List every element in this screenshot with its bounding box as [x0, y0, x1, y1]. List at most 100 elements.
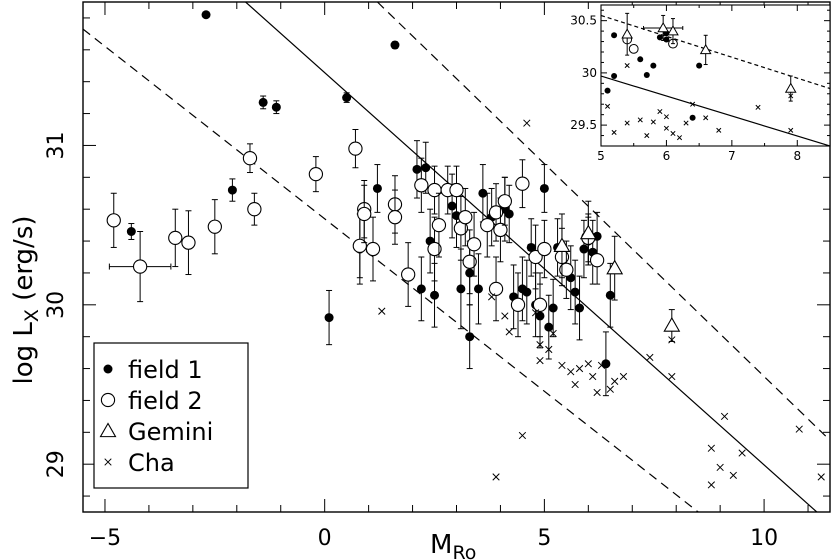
- cross-marker: [487, 293, 496, 301]
- filled-circle-marker: [258, 97, 268, 107]
- open-circle-marker: [414, 178, 429, 193]
- cross-marker: [788, 93, 794, 99]
- cross-marker: [668, 336, 676, 344]
- dashed-line: [376, 2, 830, 441]
- x-tick-label: 8: [793, 149, 801, 163]
- x-tick-label: 0: [318, 526, 332, 551]
- cross-marker: [611, 377, 619, 385]
- filled-circle-marker: [456, 284, 466, 294]
- x-tick-label: 5: [597, 149, 605, 163]
- cross-marker: [663, 125, 669, 131]
- legend-entry: Gemini: [99, 418, 213, 446]
- x-tick-label: −5: [89, 526, 121, 551]
- cross-marker: [683, 120, 689, 126]
- cross-marker: [738, 449, 746, 457]
- solid-line: [601, 75, 830, 146]
- triangle-marker: [579, 224, 597, 240]
- cross-marker: [584, 360, 592, 368]
- y-tick-label: 29: [44, 450, 69, 478]
- filled-circle-marker: [504, 209, 514, 219]
- cross-marker: [527, 243, 535, 252]
- legend: field 1 field 2 Gemini Cha: [93, 342, 249, 489]
- open-circle-marker: [387, 210, 403, 225]
- y-tick-label: 30.5: [570, 14, 597, 28]
- filled-circle-marker: [637, 56, 644, 63]
- legend-box: [93, 342, 249, 489]
- open-circle-marker: [628, 43, 639, 54]
- cross-marker: [606, 385, 614, 393]
- x-tick-label: 7: [728, 149, 736, 163]
- cross-marker: [624, 63, 630, 69]
- cross-marker: [518, 431, 527, 440]
- filled-circle-marker: [447, 201, 457, 211]
- dashed-line: [83, 28, 699, 512]
- cross-marker: [505, 328, 513, 336]
- open-circle-marker: [132, 259, 148, 274]
- inset-plot: 5 6 7 8 29.5 30 30.5: [570, 4, 831, 163]
- filled-circle-marker: [579, 244, 589, 254]
- filled-circle-marker: [663, 36, 670, 43]
- filled-circle-marker: [372, 183, 382, 193]
- cross-marker: [558, 361, 566, 370]
- filled-circle-marker: [478, 188, 488, 198]
- x-tick-label: 6: [663, 149, 671, 163]
- filled-circle-marker: [126, 227, 136, 236]
- cross-marker: [523, 119, 531, 127]
- y-tick-label: 30: [582, 66, 597, 80]
- open-circle-marker: [401, 267, 416, 282]
- cross-marker: [593, 388, 601, 397]
- cross-marker: [716, 127, 722, 133]
- filled-circle-marker: [544, 322, 554, 332]
- open-circle-marker: [181, 235, 196, 250]
- open-circle-marker: [462, 254, 477, 269]
- open-circle-marker: [510, 297, 526, 312]
- open-circle-marker: [247, 202, 262, 217]
- triangle-marker: [553, 237, 571, 253]
- cross-marker: [646, 353, 654, 362]
- cross-marker: [567, 368, 575, 376]
- filled-circle-marker: [696, 62, 703, 69]
- cross-marker: [690, 101, 696, 107]
- open-circle-marker: [515, 176, 530, 191]
- open-circle-marker: [528, 249, 543, 265]
- open-circle-marker: [348, 141, 363, 156]
- open-circle-marker: [537, 241, 552, 257]
- cross-marker: [716, 463, 724, 472]
- filled-circle-marker: [601, 359, 611, 369]
- open-circle-marker: [357, 206, 372, 222]
- legend-label: Gemini: [128, 418, 213, 446]
- series-field-2: [106, 129, 605, 338]
- plot-area: [83, 2, 830, 512]
- open-circle-marker: [308, 166, 324, 182]
- open-circle-marker: [497, 194, 512, 209]
- cross-marker: [604, 103, 611, 109]
- cross-marker: [624, 120, 630, 126]
- cross-marker: [676, 135, 683, 141]
- filled-circle-marker: [656, 34, 663, 41]
- filled-circle-marker: [421, 163, 431, 173]
- cross-marker: [707, 481, 716, 489]
- triangle-marker: [667, 25, 679, 36]
- cross-marker: [104, 458, 112, 466]
- x-tick-label: 10: [750, 526, 778, 551]
- open-circle-marker: [480, 217, 495, 233]
- cross-marker: [663, 114, 669, 120]
- cross-marker: [729, 471, 737, 479]
- triangle-marker: [99, 422, 117, 438]
- cross-marker: [668, 372, 676, 381]
- cross-marker: [788, 127, 794, 133]
- open-circle-marker: [488, 281, 504, 297]
- plot-background: [601, 5, 830, 146]
- filled-circle-marker: [103, 364, 113, 374]
- open-circle-marker: [466, 237, 482, 252]
- legend-label: Cha: [128, 449, 175, 477]
- series-cha: [604, 63, 794, 141]
- open-circle-marker: [488, 205, 504, 220]
- cross-marker: [611, 129, 617, 135]
- open-circle-marker: [493, 222, 508, 238]
- cross-marker: [795, 425, 803, 433]
- cross-marker: [657, 108, 663, 115]
- triangle-marker: [657, 21, 670, 33]
- cross-marker: [492, 473, 500, 481]
- filled-circle-marker: [604, 87, 611, 94]
